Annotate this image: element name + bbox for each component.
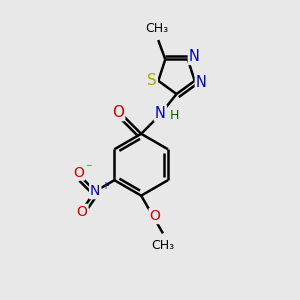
Text: +: +	[100, 181, 109, 191]
Text: O: O	[73, 166, 84, 180]
Text: N: N	[90, 184, 101, 198]
Text: ⁻: ⁻	[85, 163, 92, 176]
Text: CH₃: CH₃	[145, 22, 168, 35]
Text: N: N	[196, 75, 207, 90]
Text: O: O	[150, 209, 160, 223]
Text: O: O	[76, 205, 88, 219]
Text: H: H	[170, 109, 179, 122]
Text: CH₃: CH₃	[152, 239, 175, 252]
Text: N: N	[189, 49, 200, 64]
Text: N: N	[155, 106, 166, 121]
Text: S: S	[147, 73, 157, 88]
Text: O: O	[112, 105, 124, 120]
